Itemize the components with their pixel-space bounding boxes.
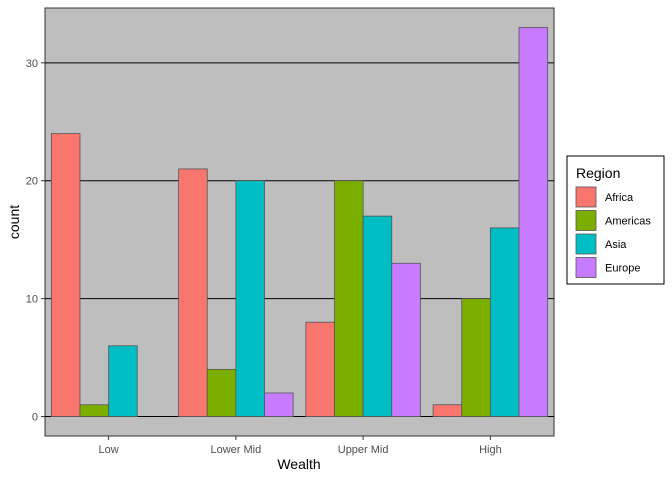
legend-label-asia: Asia — [605, 239, 627, 251]
bar-asia-3 — [489, 227, 520, 417]
y-axis-title: count — [6, 205, 22, 239]
y-axis: 0 10 20 30 — [26, 58, 45, 424]
bar-americas-3 — [461, 298, 491, 417]
legend-key-africa — [575, 186, 597, 208]
bar-africa-2 — [305, 321, 335, 417]
bar-europe-2 — [391, 262, 421, 417]
y-tick-label-0: 0 — [32, 412, 38, 424]
x-tick-label-2: Upper Mid — [338, 444, 389, 456]
legend-title: Region — [576, 165, 620, 181]
bar-europe-3 — [518, 27, 549, 417]
y-tick-label-1: 10 — [26, 294, 38, 306]
bar-asia-2 — [362, 215, 393, 417]
legend-key-europe — [575, 257, 597, 278]
bar-africa-0 — [50, 133, 81, 417]
x-tick-label-1: Lower Mid — [211, 444, 262, 456]
legend-items: Africa Americas Asia Europe — [575, 186, 651, 278]
bar-americas-1 — [206, 368, 237, 417]
bars — [50, 27, 549, 417]
legend: Region Africa Americas Asia Europe — [566, 155, 665, 285]
bar-africa-1 — [178, 168, 208, 417]
y-tick-label-3: 30 — [26, 58, 38, 70]
bar-asia-1 — [235, 180, 265, 417]
bar-europe-1 — [264, 392, 294, 417]
x-axis: Low Lower Mid Upper Mid High — [99, 436, 502, 456]
legend-key-americas — [575, 210, 597, 231]
bar-americas-0 — [79, 404, 110, 417]
bar-asia-0 — [108, 345, 138, 417]
x-tick-label-0: Low — [99, 444, 119, 456]
legend-label-americas: Americas — [605, 216, 651, 228]
legend-label-africa: Africa — [605, 192, 634, 204]
x-tick-label-3: High — [479, 444, 502, 456]
legend-key-asia — [575, 233, 597, 255]
y-tick-label-2: 20 — [26, 176, 38, 188]
legend-label-europe: Europe — [605, 263, 640, 275]
bar-americas-2 — [334, 180, 364, 417]
x-axis-title: Wealth — [277, 456, 320, 472]
bar-africa-3 — [432, 404, 463, 417]
